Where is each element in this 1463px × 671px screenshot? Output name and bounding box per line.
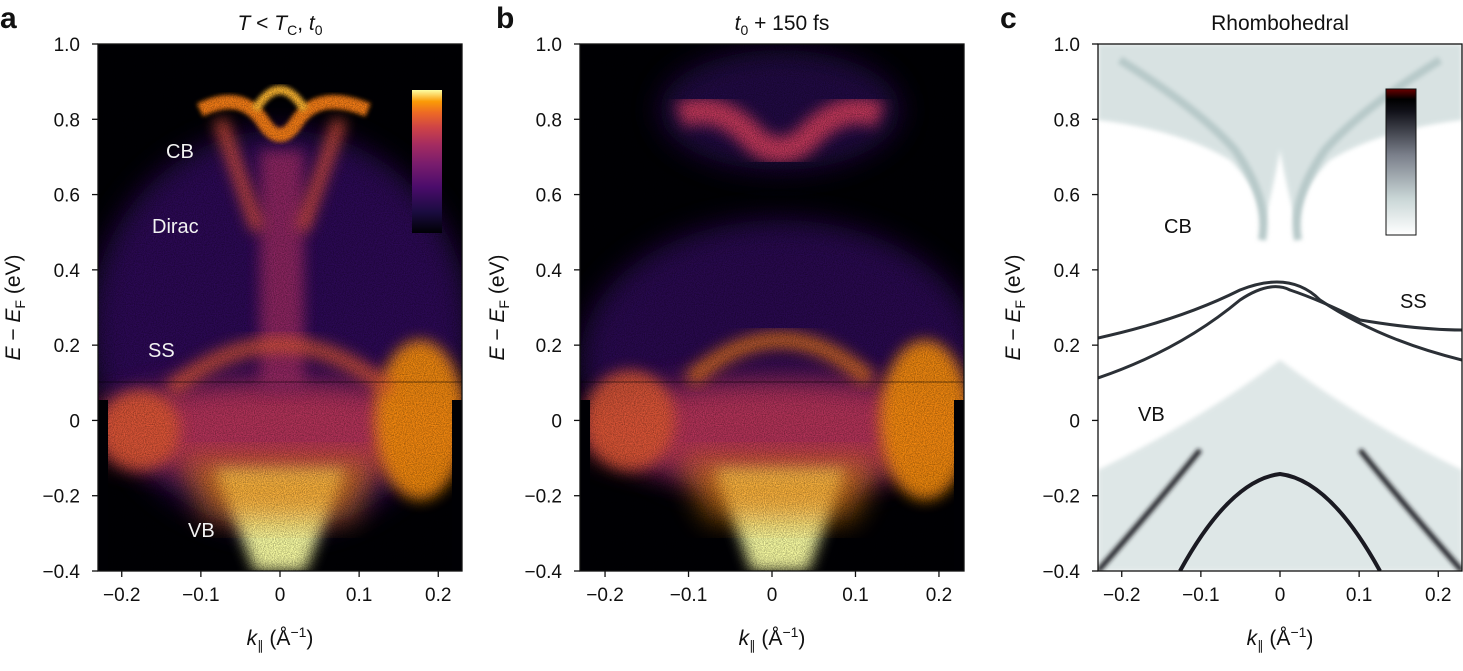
panel-c-ss-band-2 — [1098, 285, 1462, 380]
panel-c-ytick-label: 1.0 — [1054, 35, 1080, 56]
panel-c-ytick-label: 0.6 — [1054, 186, 1080, 207]
panel-b-plot — [580, 44, 964, 571]
title-a-t: t — [309, 12, 316, 35]
panel-b-xtick-label: −0.1 — [670, 585, 708, 606]
panel-a-xtick-label: 0.2 — [425, 585, 451, 606]
panel-b-xtick-label: 0 — [767, 585, 778, 606]
panel-a-ytick-label: 0.8 — [54, 110, 80, 131]
panel-c-xlabel: k∥ (Å−1) — [1247, 624, 1314, 653]
panel-c-cb-branch-right — [1292, 56, 1443, 241]
panel-b-xtick-label: 0.1 — [842, 585, 868, 606]
panel-c-ytick-label: −0.4 — [1042, 562, 1080, 583]
panel-c-xtick-label: −0.2 — [1103, 585, 1141, 606]
panel-b-noise — [580, 44, 964, 571]
panel-a-ytick-label: −0.2 — [42, 487, 80, 508]
panel-c-vb-region — [1098, 360, 1462, 571]
panel-a-ytick-label: 0.2 — [54, 336, 80, 357]
title-a-tc-sub: C — [287, 22, 297, 38]
panel-c-ylabel: E − EF (eV) — [1002, 254, 1028, 360]
panel-c-ytick-label: 0.8 — [1054, 110, 1080, 131]
panel-c-vb-band-left — [1098, 448, 1202, 571]
panel-letter-c: c — [1000, 2, 1017, 35]
panel-a-ytick-label: −0.4 — [42, 562, 80, 583]
panel-c-ytick-label: −0.2 — [1042, 487, 1080, 508]
panel-c-label-cb: CB — [1164, 216, 1192, 238]
panel-b-xlabel: k∥ (Å−1) — [739, 624, 806, 653]
title-b-t: t — [735, 12, 742, 35]
panel-a-title: T < TC, t0 — [237, 12, 322, 38]
title-b-t-sub: 0 — [740, 22, 748, 38]
panel-b-ytick-label: −0.2 — [524, 487, 562, 508]
panel-b-title: t0 + 150 fs — [735, 12, 830, 38]
panel-a-xtick-label: −0.1 — [182, 585, 220, 606]
panel-a-ytick-label: 0.4 — [54, 261, 81, 282]
panel-b-xtick-label: 0.2 — [926, 585, 952, 606]
panel-c-title: Rhombohedral — [1211, 12, 1349, 35]
panel-a-ytick-label: 0.6 — [54, 186, 80, 207]
panel-c-vb-arc — [1178, 471, 1382, 571]
panel-b-left-edge — [580, 400, 590, 571]
panel-b-axes: −0.2 −0.1 0 0.1 0.2 −0.4 −0.2 0 0.2 0.4 0.6 0.8 1.0 k… — [486, 35, 965, 653]
panel-letter-a: a — [0, 2, 17, 35]
panel-b-ytick-label: −0.4 — [524, 562, 562, 583]
panel-a-ylabel: E − EF (eV) — [2, 254, 28, 360]
title-a-comma: , — [297, 12, 309, 35]
panel-c-xtick-label: 0.1 — [1346, 585, 1372, 606]
panel-b-ytick-label: 1.0 — [536, 35, 562, 56]
panel-a-xlabel: k∥ (Å−1) — [247, 624, 314, 653]
panel-c-cb-region — [1098, 44, 1462, 240]
panel-a-axes: −0.2 −0.1 0 0.1 0.2 −0.4 −0.2 0 0.2 0.4 0.6 0.8 1.0 k… — [2, 35, 463, 653]
title-a-T: T — [237, 12, 252, 35]
panel-a-label-vb: VB — [188, 520, 215, 542]
panel-c-vb-band-right — [1358, 448, 1462, 571]
panel-a-label-ss: SS — [148, 340, 175, 362]
panel-c-xtick-label: −0.1 — [1182, 585, 1220, 606]
panel-c-ytick-label: 0.4 — [1054, 261, 1081, 282]
panel-a-label-dirac: Dirac — [152, 216, 199, 238]
panel-b-xtick-label: −0.2 — [586, 585, 624, 606]
panel-b-ytick-label: 0.4 — [536, 261, 563, 282]
panel-a-ytick-label: 1.0 — [54, 35, 80, 56]
panel-a-colorbar — [412, 90, 442, 233]
panel-c-ss-band-1 — [1098, 280, 1462, 362]
panel-letter-b: b — [496, 2, 514, 35]
panel-c-colorbar — [1385, 88, 1417, 236]
panel-c-xtick-label: 0.2 — [1425, 585, 1451, 606]
panel-c-label-vb: VB — [1138, 404, 1165, 426]
panel-c-ytick-label: 0.2 — [1054, 336, 1080, 357]
title-b-rest: + 150 fs — [748, 12, 829, 35]
panel-b-right-edge — [954, 400, 964, 571]
panel-a-right-edge — [452, 400, 462, 571]
panel-a-noise — [98, 44, 462, 571]
panel-a-plot — [98, 44, 462, 571]
panel-b-ylabel: E − EF (eV) — [486, 254, 512, 360]
panel-c-ytick-label: 0 — [1069, 411, 1080, 432]
panel-a-ytick-label: 0 — [69, 411, 80, 432]
panel-b-ytick-label: 0 — [551, 411, 562, 432]
title-a-tc: T — [274, 12, 289, 35]
title-a-lt: < — [250, 12, 274, 35]
title-a-t-sub: 0 — [315, 22, 323, 38]
panel-a-xtick-label: 0.1 — [346, 585, 372, 606]
panel-c-axes: −0.2 −0.1 0 0.1 0.2 −0.4 −0.2 0 0.2 0.4 0.6 0.8 1.0 k… — [1002, 35, 1463, 653]
panel-c-xtick-label: 0 — [1275, 585, 1286, 606]
panel-c-label-ss: SS — [1400, 291, 1427, 313]
panel-b-ytick-label: 0.6 — [536, 186, 562, 207]
axes-layer: −0.2 −0.1 0 0.1 0.2 −0.4 −0.2 0 0.2 0.4 0.6 0.8 1.0 k… — [2, 35, 1463, 653]
panel-b-ytick-label: 0.8 — [536, 110, 562, 131]
panel-b-ytick-label: 0.2 — [536, 336, 562, 357]
panel-a-left-edge — [98, 400, 108, 571]
panel-a-xtick-label: −0.2 — [103, 585, 141, 606]
panel-c-cb-branch-left — [1117, 56, 1268, 241]
panel-a-label-cb: CB — [166, 141, 194, 163]
panel-a-xtick-label: 0 — [275, 585, 286, 606]
